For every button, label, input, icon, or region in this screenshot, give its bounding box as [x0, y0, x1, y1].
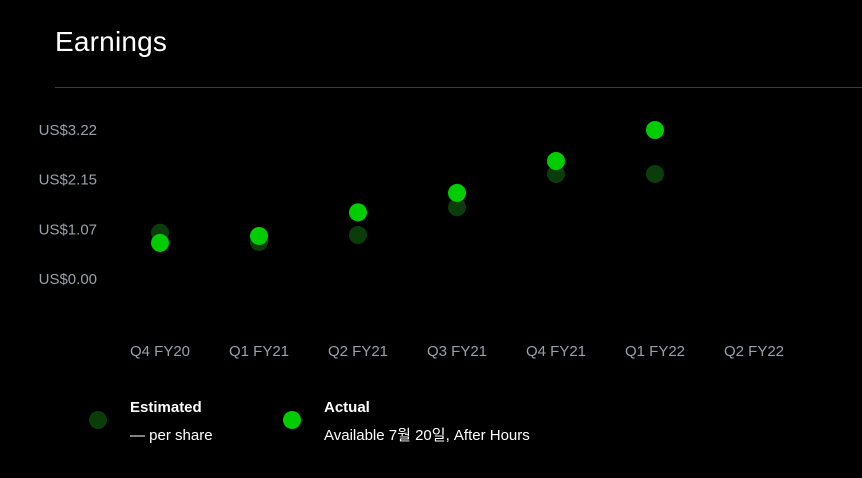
estimated-point[interactable]	[349, 226, 367, 245]
actual-dot-icon	[283, 411, 301, 429]
x-tick-label: Q4 FY21	[526, 343, 586, 360]
estimated-dot-icon	[89, 411, 107, 429]
actual-point[interactable]	[250, 226, 268, 245]
y-tick-label: US$3.22	[39, 122, 97, 139]
page-title: Earnings	[55, 26, 168, 57]
legend-actual: Actual Available 7월 20일, After Hours	[283, 396, 530, 452]
y-tick-label: US$0.00	[39, 271, 97, 288]
legend-estimated: Estimated — per share	[89, 396, 213, 452]
title-divider	[55, 87, 862, 88]
earnings-chart: US$0.00 US$1.07 US$2.15 US$3.22 Q4 FY20 Q1 F…	[39, 121, 784, 360]
actual-point[interactable]	[151, 233, 169, 252]
actual-point[interactable]	[646, 121, 664, 139]
estimated-series	[151, 164, 664, 251]
x-axis-ticks: Q4 FY20 Q1 FY21 Q2 FY21 Q3 FY21 Q4 FY21 Q1 FY…	[130, 343, 784, 360]
actual-point[interactable]	[547, 152, 565, 171]
estimated-point[interactable]	[448, 198, 466, 217]
x-tick-label: Q4 FY20	[130, 343, 190, 360]
y-tick-label: US$1.07	[39, 221, 97, 238]
legend-estimated-subtitle: — per share	[130, 427, 213, 444]
x-tick-label: Q1 FY22	[625, 343, 685, 360]
legend-actual-title: Actual	[324, 399, 370, 416]
x-tick-label: Q1 FY21	[229, 343, 289, 360]
legend-actual-subtitle: Available 7월 20일, After Hours	[324, 427, 530, 444]
actual-series	[151, 121, 664, 252]
x-tick-label: Q3 FY21	[427, 343, 487, 360]
estimated-point[interactable]	[646, 164, 664, 183]
y-tick-label: US$2.15	[39, 172, 97, 189]
actual-point[interactable]	[448, 183, 466, 202]
y-axis-ticks: US$0.00 US$1.07 US$2.15 US$3.22	[39, 122, 97, 288]
legend-estimated-title: Estimated	[130, 399, 202, 416]
actual-point[interactable]	[349, 203, 367, 222]
x-tick-label: Q2 FY21	[328, 343, 388, 360]
x-tick-label: Q2 FY22	[724, 343, 784, 360]
estimated-point[interactable]	[547, 164, 565, 183]
